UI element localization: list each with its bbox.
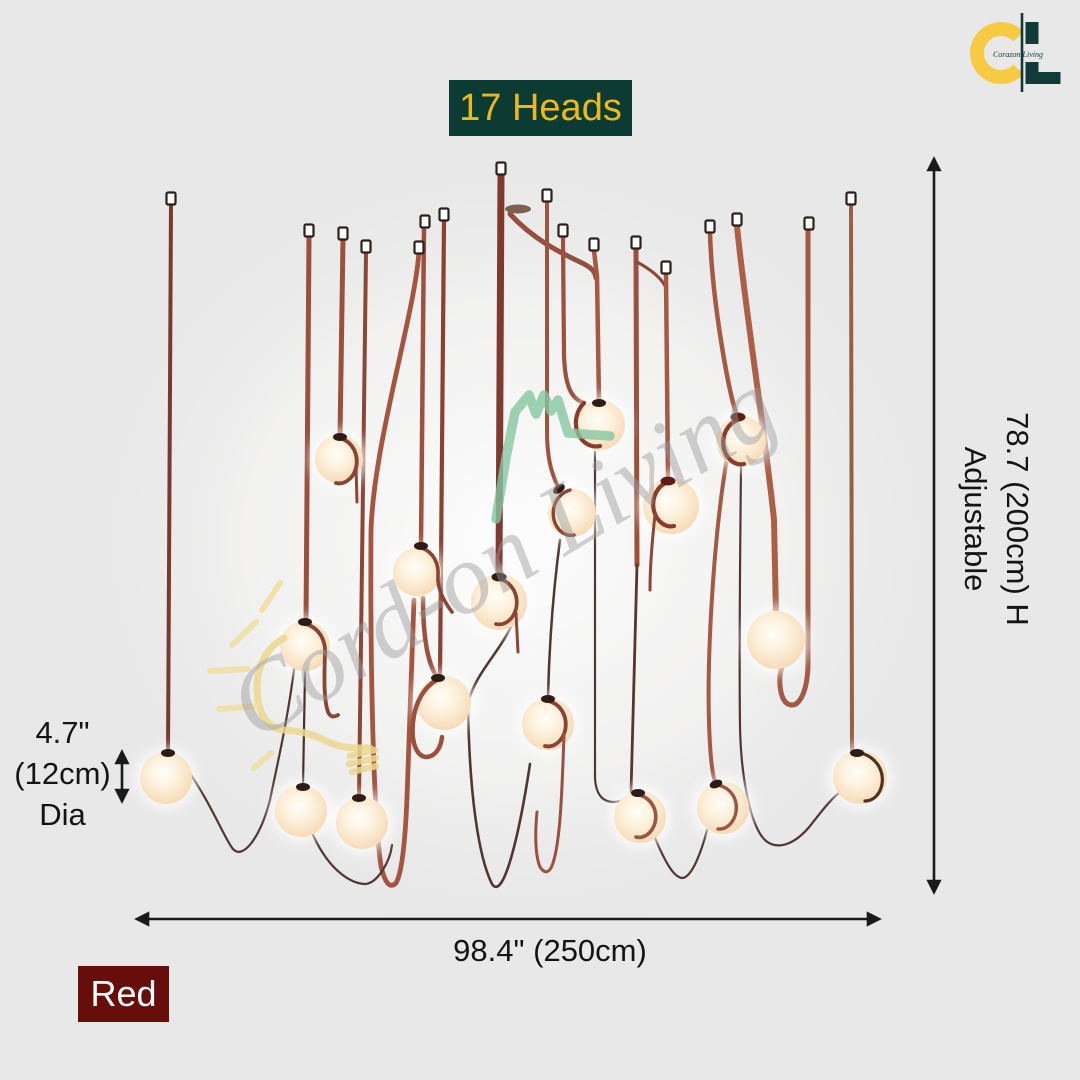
svg-text:Corazon Living: Corazon Living <box>993 50 1043 59</box>
